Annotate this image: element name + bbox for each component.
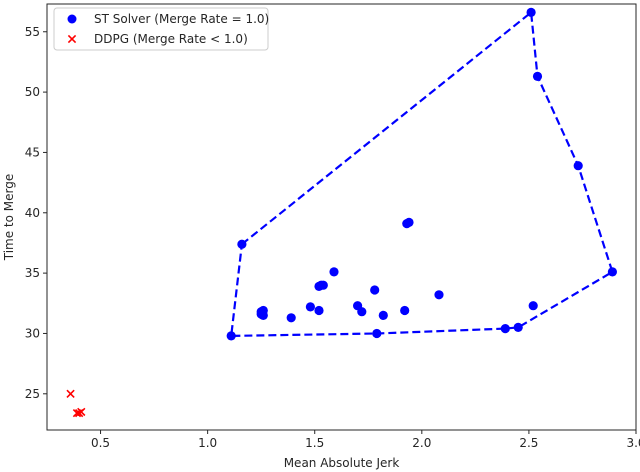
point-ddpg-merge-rate-1-0-0 xyxy=(66,389,75,398)
point-st-solver-merge-rate-1-0-20 xyxy=(357,307,367,317)
legend-box xyxy=(53,7,269,51)
y-axis-ticks: 25 30 35 40 45 50 55 xyxy=(25,25,47,401)
points-layer xyxy=(66,7,618,418)
point-st-solver-merge-rate-1-0-25 xyxy=(258,310,268,320)
point-st-solver-merge-rate-1-0-17 xyxy=(434,290,444,300)
point-st-solver-merge-rate-1-0-7 xyxy=(513,322,523,332)
point-st-solver-merge-rate-1-0-9 xyxy=(528,301,538,311)
x-tick-label: 3.0 xyxy=(626,436,640,450)
point-st-solver-merge-rate-1-0-8 xyxy=(500,324,510,334)
point-st-solver-merge-rate-1-0-3 xyxy=(607,267,618,277)
point-st-solver-merge-rate-1-0-26 xyxy=(286,313,296,323)
point-st-solver-merge-rate-1-0-6 xyxy=(372,328,382,339)
convex-hull-outline xyxy=(230,11,614,337)
legend-entry-ddpg: DDPG (Merge Rate < 1.0) xyxy=(67,32,248,46)
legend-marker-circle xyxy=(67,14,77,24)
legend-label-ddpg: DDPG (Merge Rate < 1.0) xyxy=(94,32,248,46)
x-tick-label: 1.0 xyxy=(198,436,217,450)
hull-layer xyxy=(230,11,614,337)
y-tick-label: 50 xyxy=(25,85,40,99)
legend-entry-st-solver: ST Solver (Merge Rate = 1.0) xyxy=(67,12,269,26)
point-st-solver-merge-rate-1-0-28 xyxy=(400,305,410,316)
point-st-solver-merge-rate-1-0-12 xyxy=(329,267,339,277)
y-tick-label: 45 xyxy=(25,145,40,159)
point-st-solver-merge-rate-1-0-11 xyxy=(404,217,414,227)
y-tick-label: 30 xyxy=(25,326,40,340)
x-tick-label: 1.5 xyxy=(305,436,324,450)
x-tick-label: 0.5 xyxy=(91,436,110,450)
point-st-solver-merge-rate-1-0-18 xyxy=(305,302,315,312)
point-st-solver-merge-rate-1-0-27 xyxy=(378,310,388,320)
x-tick-label: 2.0 xyxy=(412,436,431,450)
y-tick-label: 25 xyxy=(25,387,40,401)
point-st-solver-merge-rate-1-0-0 xyxy=(526,7,536,18)
point-ddpg-merge-rate-1-0-3 xyxy=(74,408,84,418)
y-tick-label: 35 xyxy=(25,266,40,280)
point-st-solver-merge-rate-1-0-1 xyxy=(532,71,543,81)
point-st-solver-merge-rate-1-0-5 xyxy=(226,331,236,341)
y-tick-label: 55 xyxy=(25,25,40,39)
y-axis-label: Time to Merge xyxy=(2,174,16,262)
point-st-solver-merge-rate-1-0-15 xyxy=(318,280,328,290)
x-axis-ticks: 0.5 1.0 1.5 2.0 2.5 3.0 xyxy=(91,430,640,450)
y-tick-label: 40 xyxy=(25,206,40,220)
legend: ST Solver (Merge Rate = 1.0) DDPG (Merge… xyxy=(53,7,269,51)
point-st-solver-merge-rate-1-0-2 xyxy=(573,161,583,171)
x-tick-label: 2.5 xyxy=(519,436,538,450)
point-st-solver-merge-rate-1-0-21 xyxy=(314,305,324,316)
point-st-solver-merge-rate-1-0-16 xyxy=(370,285,380,295)
x-axis-label: Mean Absolute Jerk xyxy=(284,456,400,470)
legend-label-st-solver: ST Solver (Merge Rate = 1.0) xyxy=(94,12,269,26)
plot-frame xyxy=(46,3,637,431)
legend-marker-x xyxy=(67,34,77,44)
point-st-solver-merge-rate-1-0-4 xyxy=(237,239,247,249)
